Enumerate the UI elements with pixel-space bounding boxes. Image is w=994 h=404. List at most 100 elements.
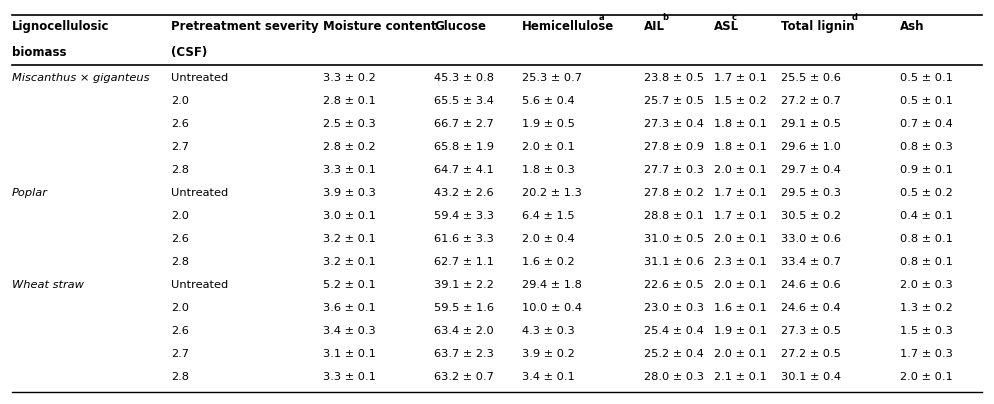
- Text: 27.3 ± 0.4: 27.3 ± 0.4: [644, 119, 704, 129]
- Text: 27.3 ± 0.5: 27.3 ± 0.5: [781, 326, 841, 336]
- Text: AIL: AIL: [644, 20, 665, 33]
- Text: 25.2 ± 0.4: 25.2 ± 0.4: [644, 349, 704, 359]
- Text: 66.7 ± 2.7: 66.7 ± 2.7: [434, 119, 494, 129]
- Text: 29.4 ± 1.8: 29.4 ± 1.8: [522, 280, 581, 290]
- Text: 1.9 ± 0.1: 1.9 ± 0.1: [714, 326, 766, 336]
- Text: 10.0 ± 0.4: 10.0 ± 0.4: [522, 303, 581, 313]
- Text: 0.8 ± 0.1: 0.8 ± 0.1: [900, 234, 952, 244]
- Text: 29.7 ± 0.4: 29.7 ± 0.4: [781, 165, 841, 175]
- Text: Untreated: Untreated: [171, 73, 229, 83]
- Text: 2.8 ± 0.1: 2.8 ± 0.1: [323, 96, 376, 106]
- Text: 1.7 ± 0.1: 1.7 ± 0.1: [714, 73, 766, 83]
- Text: 59.5 ± 1.6: 59.5 ± 1.6: [434, 303, 494, 313]
- Text: 2.1 ± 0.1: 2.1 ± 0.1: [714, 372, 766, 382]
- Text: 29.6 ± 1.0: 29.6 ± 1.0: [781, 142, 841, 152]
- Text: 3.3 ± 0.1: 3.3 ± 0.1: [323, 165, 376, 175]
- Text: 2.5 ± 0.3: 2.5 ± 0.3: [323, 119, 376, 129]
- Text: 3.3 ± 0.2: 3.3 ± 0.2: [323, 73, 376, 83]
- Text: 0.4 ± 0.1: 0.4 ± 0.1: [900, 211, 952, 221]
- Text: 0.7 ± 0.4: 0.7 ± 0.4: [900, 119, 952, 129]
- Text: 1.7 ± 0.3: 1.7 ± 0.3: [900, 349, 952, 359]
- Text: 61.6 ± 3.3: 61.6 ± 3.3: [434, 234, 494, 244]
- Text: 23.0 ± 0.3: 23.0 ± 0.3: [644, 303, 704, 313]
- Text: 27.7 ± 0.3: 27.7 ± 0.3: [644, 165, 704, 175]
- Text: 3.9 ± 0.2: 3.9 ± 0.2: [522, 349, 575, 359]
- Text: 6.4 ± 1.5: 6.4 ± 1.5: [522, 211, 575, 221]
- Text: 2.0 ± 0.1: 2.0 ± 0.1: [714, 234, 766, 244]
- Text: 1.3 ± 0.2: 1.3 ± 0.2: [900, 303, 952, 313]
- Text: 29.1 ± 0.5: 29.1 ± 0.5: [781, 119, 841, 129]
- Text: 1.6 ± 0.2: 1.6 ± 0.2: [522, 257, 575, 267]
- Text: 22.6 ± 0.5: 22.6 ± 0.5: [644, 280, 704, 290]
- Text: 2.7: 2.7: [171, 349, 189, 359]
- Text: 25.7 ± 0.5: 25.7 ± 0.5: [644, 96, 704, 106]
- Text: 1.8 ± 0.3: 1.8 ± 0.3: [522, 165, 575, 175]
- Text: 27.2 ± 0.5: 27.2 ± 0.5: [781, 349, 841, 359]
- Text: 2.0 ± 0.3: 2.0 ± 0.3: [900, 280, 952, 290]
- Text: 29.5 ± 0.3: 29.5 ± 0.3: [781, 188, 841, 198]
- Text: 0.5 ± 0.1: 0.5 ± 0.1: [900, 73, 952, 83]
- Text: 2.0 ± 0.1: 2.0 ± 0.1: [522, 142, 575, 152]
- Text: 25.5 ± 0.6: 25.5 ± 0.6: [781, 73, 841, 83]
- Text: 2.0 ± 0.1: 2.0 ± 0.1: [900, 372, 952, 382]
- Text: c: c: [732, 13, 737, 22]
- Text: 2.0 ± 0.1: 2.0 ± 0.1: [714, 165, 766, 175]
- Text: Poplar: Poplar: [12, 188, 48, 198]
- Text: 2.8: 2.8: [171, 257, 189, 267]
- Text: 1.7 ± 0.1: 1.7 ± 0.1: [714, 211, 766, 221]
- Text: 27.8 ± 0.9: 27.8 ± 0.9: [644, 142, 704, 152]
- Text: Untreated: Untreated: [171, 280, 229, 290]
- Text: 65.5 ± 3.4: 65.5 ± 3.4: [434, 96, 494, 106]
- Text: 2.0: 2.0: [171, 303, 189, 313]
- Text: Moisture content: Moisture content: [323, 20, 436, 33]
- Text: 2.0: 2.0: [171, 211, 189, 221]
- Text: 2.0 ± 0.1: 2.0 ± 0.1: [714, 280, 766, 290]
- Text: 2.8: 2.8: [171, 372, 189, 382]
- Text: 1.8 ± 0.1: 1.8 ± 0.1: [714, 142, 766, 152]
- Text: 43.2 ± 2.6: 43.2 ± 2.6: [434, 188, 494, 198]
- Text: d: d: [852, 13, 858, 22]
- Text: 2.0 ± 0.4: 2.0 ± 0.4: [522, 234, 575, 244]
- Text: 33.0 ± 0.6: 33.0 ± 0.6: [781, 234, 841, 244]
- Text: 2.7: 2.7: [171, 142, 189, 152]
- Text: 28.8 ± 0.1: 28.8 ± 0.1: [644, 211, 704, 221]
- Text: b: b: [662, 13, 668, 22]
- Text: 1.5 ± 0.2: 1.5 ± 0.2: [714, 96, 766, 106]
- Text: 3.1 ± 0.1: 3.1 ± 0.1: [323, 349, 376, 359]
- Text: 3.4 ± 0.3: 3.4 ± 0.3: [323, 326, 376, 336]
- Text: 0.5 ± 0.2: 0.5 ± 0.2: [900, 188, 952, 198]
- Text: 65.8 ± 1.9: 65.8 ± 1.9: [434, 142, 494, 152]
- Text: 3.0 ± 0.1: 3.0 ± 0.1: [323, 211, 376, 221]
- Text: 27.8 ± 0.2: 27.8 ± 0.2: [644, 188, 704, 198]
- Text: 1.6 ± 0.1: 1.6 ± 0.1: [714, 303, 766, 313]
- Text: 2.6: 2.6: [171, 234, 189, 244]
- Text: 23.8 ± 0.5: 23.8 ± 0.5: [644, 73, 704, 83]
- Text: 24.6 ± 0.6: 24.6 ± 0.6: [781, 280, 841, 290]
- Text: 0.5 ± 0.1: 0.5 ± 0.1: [900, 96, 952, 106]
- Text: 39.1 ± 2.2: 39.1 ± 2.2: [434, 280, 494, 290]
- Text: Glucose: Glucose: [434, 20, 486, 33]
- Text: 25.4 ± 0.4: 25.4 ± 0.4: [644, 326, 704, 336]
- Text: ASL: ASL: [714, 20, 739, 33]
- Text: 3.3 ± 0.1: 3.3 ± 0.1: [323, 372, 376, 382]
- Text: 63.7 ± 2.3: 63.7 ± 2.3: [434, 349, 494, 359]
- Text: Pretreatment severity: Pretreatment severity: [171, 20, 319, 33]
- Text: 30.5 ± 0.2: 30.5 ± 0.2: [781, 211, 841, 221]
- Text: 31.1 ± 0.6: 31.1 ± 0.6: [644, 257, 704, 267]
- Text: 5.2 ± 0.1: 5.2 ± 0.1: [323, 280, 376, 290]
- Text: 3.2 ± 0.1: 3.2 ± 0.1: [323, 234, 376, 244]
- Text: 0.9 ± 0.1: 0.9 ± 0.1: [900, 165, 952, 175]
- Text: 3.9 ± 0.3: 3.9 ± 0.3: [323, 188, 376, 198]
- Text: Hemicellulose: Hemicellulose: [522, 20, 614, 33]
- Text: Untreated: Untreated: [171, 188, 229, 198]
- Text: 59.4 ± 3.3: 59.4 ± 3.3: [434, 211, 494, 221]
- Text: 1.9 ± 0.5: 1.9 ± 0.5: [522, 119, 575, 129]
- Text: 5.6 ± 0.4: 5.6 ± 0.4: [522, 96, 575, 106]
- Text: 20.2 ± 1.3: 20.2 ± 1.3: [522, 188, 581, 198]
- Text: 28.0 ± 0.3: 28.0 ± 0.3: [644, 372, 704, 382]
- Text: 4.3 ± 0.3: 4.3 ± 0.3: [522, 326, 575, 336]
- Text: 1.8 ± 0.1: 1.8 ± 0.1: [714, 119, 766, 129]
- Text: 2.6: 2.6: [171, 119, 189, 129]
- Text: Total lignin: Total lignin: [781, 20, 855, 33]
- Text: 30.1 ± 0.4: 30.1 ± 0.4: [781, 372, 841, 382]
